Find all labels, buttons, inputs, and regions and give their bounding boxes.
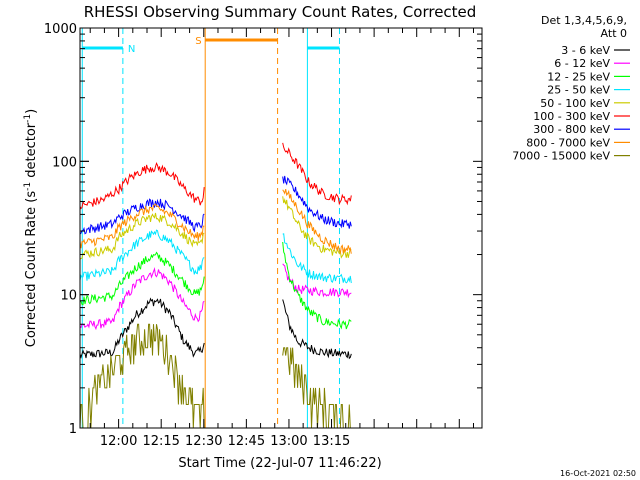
x-tick-label-0: 12:00 bbox=[100, 434, 137, 449]
y-tick-label-3: 1000 bbox=[44, 22, 77, 37]
legend-label-0: 3 - 6 keV bbox=[561, 44, 610, 57]
y-axis-label-end: ) bbox=[24, 109, 39, 114]
y-tick-label-0: 1 bbox=[69, 422, 77, 437]
legend-header-1: Det 1,3,4,5,6,9, bbox=[541, 14, 627, 27]
y-ticks: 1 10 100 1000 bbox=[44, 22, 482, 437]
x-tick-label-1: 12:15 bbox=[142, 434, 179, 449]
y-axis-label-main: Corrected Count Rate (s bbox=[24, 191, 39, 348]
x-ticks: 12:00 12:15 12:30 12:45 13:00 13:15 bbox=[89, 28, 474, 449]
legend-label-5: 100 - 300 keV bbox=[533, 110, 610, 123]
y-axis-label-exp2: -1 bbox=[23, 114, 33, 123]
series-line-5 bbox=[79, 142, 352, 210]
legend-label-2: 12 - 25 keV bbox=[547, 70, 610, 83]
x-tick-label-3: 12:45 bbox=[228, 434, 265, 449]
series-line-6 bbox=[79, 175, 352, 235]
x-tick-label-2: 12:30 bbox=[185, 434, 222, 449]
series-line-3 bbox=[79, 229, 352, 284]
y-axis-label-mid: detector bbox=[24, 122, 39, 182]
legend-label-8: 7000 - 15000 keV bbox=[512, 150, 610, 163]
x-tick-label-5: 13:15 bbox=[313, 434, 350, 449]
series-line-0 bbox=[79, 297, 352, 360]
series-layer bbox=[79, 142, 352, 429]
series-line-7 bbox=[79, 188, 352, 254]
x-tick-label-4: 13:00 bbox=[270, 434, 307, 449]
legend-label-1: 6 - 12 keV bbox=[554, 57, 610, 70]
series-line-2 bbox=[79, 241, 352, 330]
footer-date: 16-Oct-2021 02:50 bbox=[560, 469, 636, 478]
chart-title: RHESSI Observing Summary Count Rates, Co… bbox=[84, 3, 477, 21]
y-axis-label-exp1: -1 bbox=[23, 182, 33, 191]
x-axis-label: Start Time (22-Jul-07 11:46:22) bbox=[178, 456, 381, 471]
plot-frame bbox=[79, 27, 483, 429]
y-axis-label: Corrected Count Rate (s-1 detector-1) bbox=[23, 109, 39, 347]
legend-label-3: 25 - 50 keV bbox=[547, 84, 610, 97]
legend-label-6: 300 - 800 keV bbox=[533, 123, 610, 136]
y-tick-label-2: 100 bbox=[52, 155, 77, 170]
legend-label-4: 50 - 100 keV bbox=[540, 97, 610, 110]
flag-label-2: S bbox=[195, 36, 201, 47]
legend-header-2: Att 0 bbox=[601, 27, 627, 40]
flag-label-0: N bbox=[128, 44, 135, 55]
y-tick-label-1: 10 bbox=[60, 289, 77, 304]
legend-label-7: 800 - 7000 keV bbox=[526, 136, 610, 149]
series-line-1 bbox=[79, 263, 352, 331]
